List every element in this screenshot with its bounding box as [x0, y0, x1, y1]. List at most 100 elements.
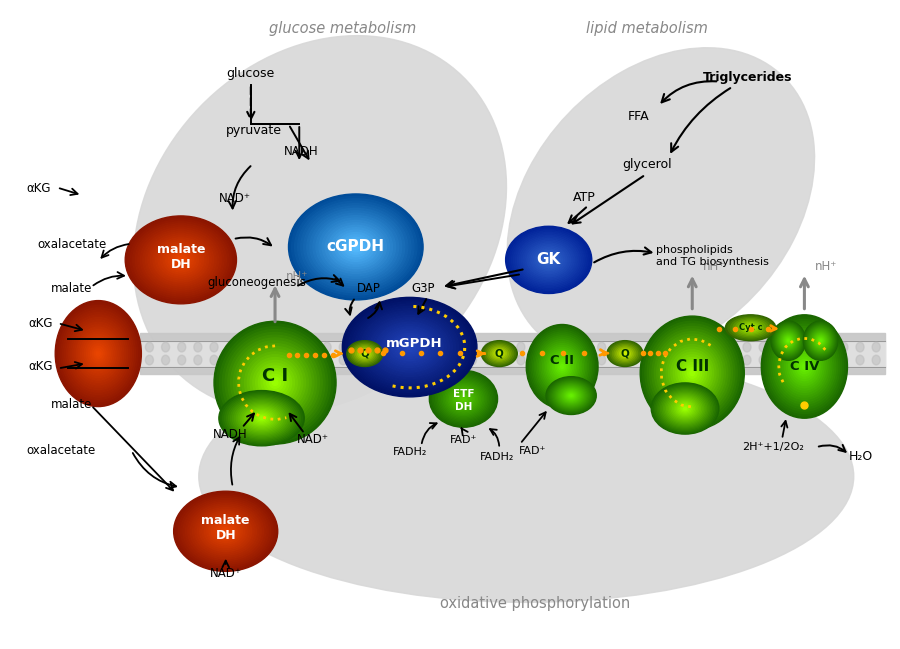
- Text: cGPDH: cGPDH: [327, 239, 385, 254]
- Ellipse shape: [661, 390, 710, 427]
- Ellipse shape: [355, 306, 464, 388]
- Ellipse shape: [242, 349, 309, 416]
- Text: Cyt c: Cyt c: [739, 323, 762, 332]
- Ellipse shape: [763, 317, 845, 416]
- Ellipse shape: [680, 360, 704, 386]
- Ellipse shape: [535, 249, 562, 271]
- Ellipse shape: [531, 330, 593, 403]
- Text: FADH₂: FADH₂: [480, 452, 514, 462]
- Ellipse shape: [616, 347, 634, 360]
- Ellipse shape: [161, 342, 169, 352]
- Ellipse shape: [775, 355, 783, 365]
- Ellipse shape: [619, 350, 630, 358]
- Text: GK: GK: [536, 252, 561, 267]
- Ellipse shape: [372, 355, 380, 365]
- Ellipse shape: [256, 363, 294, 402]
- Ellipse shape: [177, 342, 185, 352]
- Ellipse shape: [304, 206, 408, 288]
- Ellipse shape: [773, 324, 803, 358]
- Ellipse shape: [683, 363, 702, 384]
- Text: DAP: DAP: [357, 282, 382, 295]
- Ellipse shape: [779, 336, 830, 397]
- Ellipse shape: [529, 328, 595, 405]
- Ellipse shape: [581, 355, 590, 365]
- Ellipse shape: [808, 326, 833, 355]
- Ellipse shape: [807, 326, 834, 356]
- Ellipse shape: [785, 343, 824, 390]
- Ellipse shape: [370, 318, 449, 376]
- Ellipse shape: [253, 360, 297, 405]
- Ellipse shape: [544, 345, 580, 387]
- Ellipse shape: [55, 300, 141, 406]
- Ellipse shape: [388, 355, 396, 365]
- Ellipse shape: [671, 350, 714, 397]
- Ellipse shape: [449, 387, 477, 410]
- Ellipse shape: [533, 342, 541, 352]
- Ellipse shape: [518, 236, 580, 284]
- Ellipse shape: [73, 323, 123, 385]
- Ellipse shape: [301, 204, 410, 290]
- Ellipse shape: [527, 243, 571, 276]
- Ellipse shape: [313, 214, 399, 280]
- Ellipse shape: [679, 404, 691, 413]
- Ellipse shape: [259, 417, 264, 419]
- Ellipse shape: [468, 355, 476, 365]
- Text: NAD⁺: NAD⁺: [219, 192, 251, 205]
- Text: αKG: αKG: [28, 317, 53, 330]
- Ellipse shape: [361, 311, 459, 384]
- Ellipse shape: [388, 342, 396, 352]
- Ellipse shape: [547, 378, 595, 413]
- Ellipse shape: [135, 224, 226, 296]
- Ellipse shape: [735, 320, 766, 336]
- Ellipse shape: [500, 355, 508, 365]
- Ellipse shape: [645, 321, 740, 424]
- Ellipse shape: [207, 517, 245, 546]
- Ellipse shape: [539, 252, 559, 267]
- Ellipse shape: [310, 211, 401, 283]
- Ellipse shape: [570, 395, 572, 397]
- Ellipse shape: [791, 342, 799, 352]
- Ellipse shape: [623, 352, 626, 355]
- Ellipse shape: [581, 342, 590, 352]
- Ellipse shape: [291, 355, 299, 365]
- Ellipse shape: [176, 256, 186, 264]
- Ellipse shape: [242, 342, 250, 352]
- Ellipse shape: [500, 342, 508, 352]
- Ellipse shape: [652, 383, 719, 434]
- Ellipse shape: [554, 383, 589, 408]
- Text: Q: Q: [360, 349, 369, 359]
- Ellipse shape: [71, 320, 126, 387]
- Ellipse shape: [190, 504, 261, 559]
- Ellipse shape: [161, 355, 169, 365]
- Ellipse shape: [517, 355, 525, 365]
- Ellipse shape: [248, 355, 302, 411]
- Text: nH⁺: nH⁺: [703, 260, 725, 273]
- Text: mGPDH: mGPDH: [386, 337, 443, 350]
- Ellipse shape: [176, 493, 275, 570]
- Ellipse shape: [58, 303, 140, 404]
- Ellipse shape: [364, 313, 455, 381]
- Ellipse shape: [220, 392, 302, 445]
- Ellipse shape: [328, 225, 383, 269]
- Ellipse shape: [226, 342, 234, 352]
- Ellipse shape: [809, 327, 832, 354]
- Ellipse shape: [569, 394, 573, 397]
- Ellipse shape: [153, 238, 209, 282]
- Ellipse shape: [219, 526, 233, 537]
- Ellipse shape: [250, 358, 300, 408]
- Ellipse shape: [807, 355, 815, 365]
- Ellipse shape: [232, 399, 291, 437]
- Ellipse shape: [671, 398, 699, 419]
- Ellipse shape: [812, 331, 829, 350]
- Ellipse shape: [75, 324, 122, 382]
- Ellipse shape: [174, 491, 278, 571]
- Ellipse shape: [436, 342, 445, 352]
- Ellipse shape: [323, 342, 331, 352]
- Ellipse shape: [539, 340, 585, 393]
- Ellipse shape: [354, 346, 375, 361]
- Text: glucose metabolism: glucose metabolism: [269, 21, 416, 36]
- Ellipse shape: [146, 355, 154, 365]
- Ellipse shape: [759, 342, 767, 352]
- Ellipse shape: [614, 346, 635, 361]
- Ellipse shape: [685, 365, 699, 381]
